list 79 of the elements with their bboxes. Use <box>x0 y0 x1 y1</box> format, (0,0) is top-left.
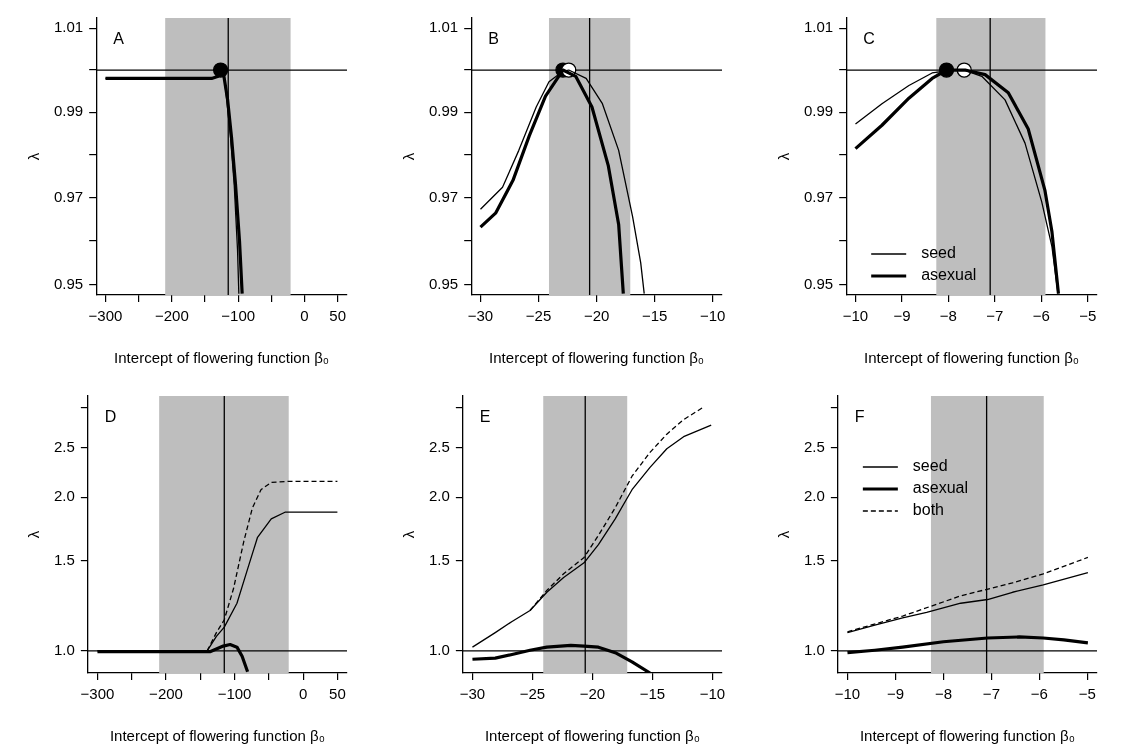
y-tick-label: 0.99 <box>803 102 834 120</box>
x-tick-label: −10 <box>842 307 869 325</box>
y-tick-label: 0.95 <box>803 274 834 292</box>
x-tick-label: −7 <box>982 685 1000 703</box>
x-tick-label: −200 <box>149 685 183 703</box>
text: F <box>854 408 865 426</box>
y-tick-label: 0.97 <box>803 187 834 205</box>
legend-label: both <box>912 501 944 519</box>
x-axis-title: Intercept of flowering function β₀ <box>114 349 330 367</box>
y-axis-title: λ <box>25 530 43 539</box>
y-tick-label: 0.97 <box>428 187 459 205</box>
y-tick-label: 0.99 <box>428 102 459 120</box>
x-tick-label: −10 <box>834 685 861 703</box>
x-tick-label: −8 <box>934 685 952 703</box>
x-tick-label: −10 <box>699 307 726 325</box>
x-tick-label: −6 <box>1032 307 1050 325</box>
x-tick-label: −20 <box>579 685 606 703</box>
y-tick-label: 1.0 <box>53 641 75 659</box>
x-tick-label: 50 <box>329 685 346 703</box>
y-tick-label: 0.99 <box>53 102 84 120</box>
x-axis-title: Intercept of flowering function β₀ <box>489 349 705 367</box>
x-tick-label: −30 <box>467 307 494 325</box>
text: C <box>863 30 875 48</box>
text: E <box>479 408 491 426</box>
x-tick-label: −6 <box>1030 685 1048 703</box>
x-tick-label: −10 <box>699 685 726 703</box>
y-axis-title: λ <box>400 152 418 161</box>
legend-label: seed <box>921 244 956 262</box>
x-axis-title: Intercept of flowering function β₀ <box>864 349 1080 367</box>
y-axis-title: λ <box>25 152 43 161</box>
x-tick-label: −15 <box>639 685 666 703</box>
x-tick-label: 0 <box>300 307 309 325</box>
legend-label: asexual <box>912 479 969 497</box>
x-tick-label: 50 <box>329 307 347 325</box>
y-tick-label: 2.0 <box>428 487 450 505</box>
x-axis-title: Intercept of flowering function β₀ <box>859 727 1075 745</box>
x-tick-label: −300 <box>88 307 123 325</box>
x-tick-label: −30 <box>459 685 486 703</box>
y-tick-label: 2.0 <box>803 487 825 505</box>
legend-label: asexual <box>921 266 977 284</box>
x-tick-label: −9 <box>893 307 911 325</box>
x-tick-label: 0 <box>298 685 308 703</box>
x-tick-label: −15 <box>641 307 668 325</box>
y-tick-label: 1.0 <box>428 641 450 659</box>
x-tick-label: −300 <box>80 685 115 703</box>
text: B <box>488 30 499 48</box>
legend-label: seed <box>912 457 948 475</box>
y-axis-title: λ <box>400 530 418 539</box>
y-tick-label: 0.95 <box>428 274 459 292</box>
y-tick-label: 0.97 <box>53 187 84 205</box>
x-tick-label: −25 <box>519 685 546 703</box>
x-tick-label: −7 <box>986 307 1004 325</box>
y-tick-label: 1.01 <box>53 18 84 36</box>
x-tick-label: −100 <box>221 307 256 325</box>
x-tick-label: −20 <box>583 307 610 325</box>
y-tick-label: 1.01 <box>428 18 459 36</box>
y-tick-label: 1.0 <box>803 641 825 659</box>
x-tick-label: −25 <box>525 307 552 325</box>
x-axis-title: Intercept of flowering function β₀ <box>484 727 700 745</box>
y-tick-label: 2.0 <box>53 487 75 505</box>
y-tick-label: 2.5 <box>803 438 825 456</box>
x-tick-label: −200 <box>154 307 189 325</box>
x-tick-label: −9 <box>886 685 904 703</box>
text: D <box>104 408 117 426</box>
x-tick-label: −100 <box>217 685 252 703</box>
y-tick-label: 1.01 <box>803 18 834 36</box>
y-tick-label: 0.95 <box>53 274 84 292</box>
text: A <box>113 30 125 48</box>
y-tick-label: 1.5 <box>803 551 825 569</box>
x-tick-label: −8 <box>939 307 957 325</box>
y-tick-label: 1.5 <box>53 551 75 569</box>
y-tick-label: 2.5 <box>53 438 75 456</box>
y-axis-title: λ <box>775 152 793 161</box>
y-tick-label: 2.5 <box>428 438 450 456</box>
y-tick-label: 1.5 <box>428 551 450 569</box>
x-tick-label: −5 <box>1079 307 1097 325</box>
x-tick-label: −5 <box>1078 685 1096 703</box>
y-axis-title: λ <box>775 530 793 539</box>
x-axis-title: Intercept of flowering function β₀ <box>109 727 325 745</box>
